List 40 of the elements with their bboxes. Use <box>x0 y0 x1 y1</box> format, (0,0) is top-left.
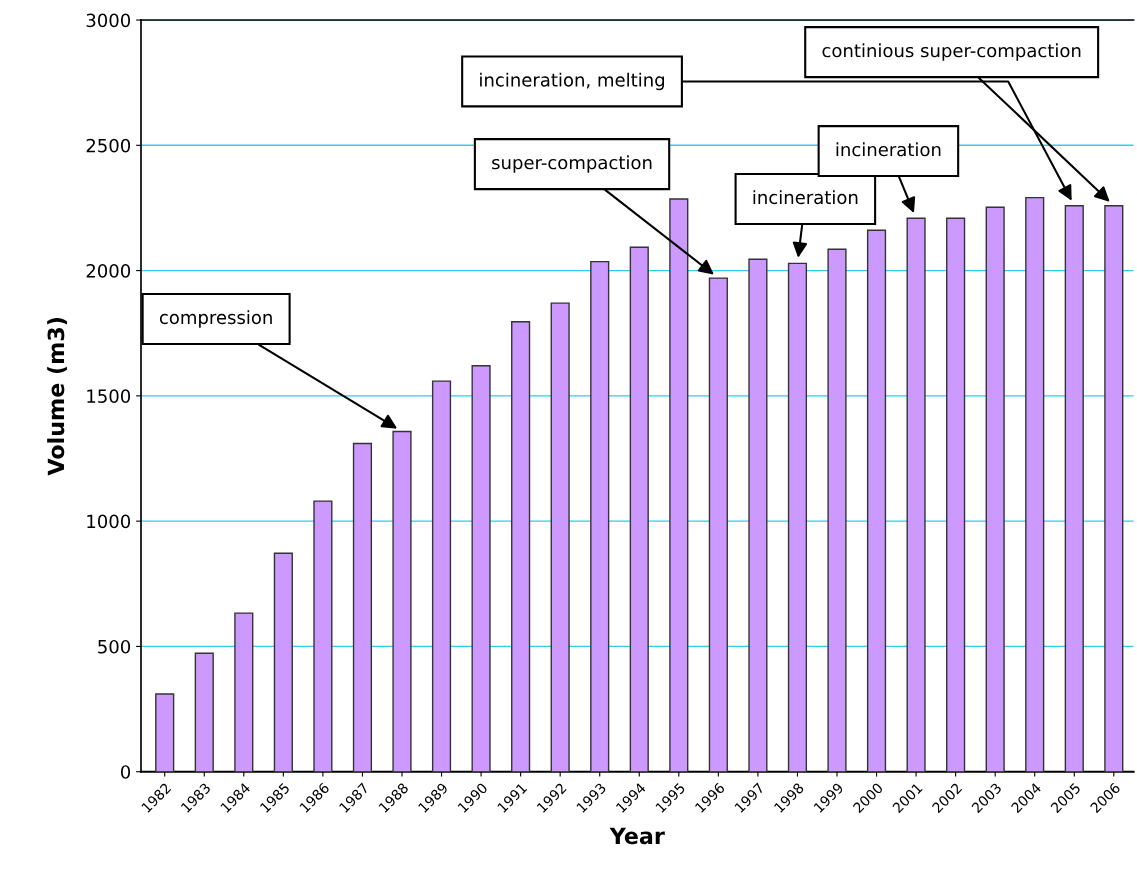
bar <box>352 442 373 772</box>
bar <box>273 552 293 772</box>
bar <box>234 612 254 772</box>
annotation: incineration <box>753 190 858 205</box>
bar <box>1104 205 1124 772</box>
y-tick-label: 2000 <box>86 264 131 278</box>
y-tick-label: 0 <box>120 765 131 779</box>
annotation: continious super-compaction <box>822 43 1081 61</box>
bar <box>511 321 531 772</box>
bar <box>866 229 887 772</box>
bar <box>669 198 689 772</box>
bar <box>748 258 768 772</box>
bar <box>985 206 1005 772</box>
bar <box>1064 205 1084 772</box>
bar <box>313 500 333 772</box>
bar <box>827 248 847 772</box>
bar <box>431 380 452 772</box>
bar <box>392 430 412 772</box>
bar <box>194 652 214 772</box>
bar <box>787 262 808 772</box>
y-tick-label: 2500 <box>86 138 131 153</box>
y-axis-title: Volume (m3) <box>47 317 67 476</box>
y-tick-label: 1500 <box>87 389 131 403</box>
y-tick-label: 1000 <box>87 514 131 529</box>
y-tick-label: 500 <box>98 639 131 654</box>
bar <box>155 693 175 772</box>
x-axis-title: Year <box>609 827 665 845</box>
y-tick-label: 3000 <box>86 13 131 28</box>
bar <box>550 302 570 772</box>
bar <box>906 217 926 772</box>
bar <box>946 217 966 772</box>
annotation: super-compaction <box>492 155 652 173</box>
bar <box>708 277 728 772</box>
annotation: incineration <box>836 142 941 157</box>
annotation: incineration, melting <box>480 72 665 91</box>
annotation: compression <box>159 310 272 328</box>
bar <box>590 260 610 772</box>
bar <box>471 365 491 772</box>
bar <box>629 246 649 772</box>
bar <box>1025 196 1045 772</box>
